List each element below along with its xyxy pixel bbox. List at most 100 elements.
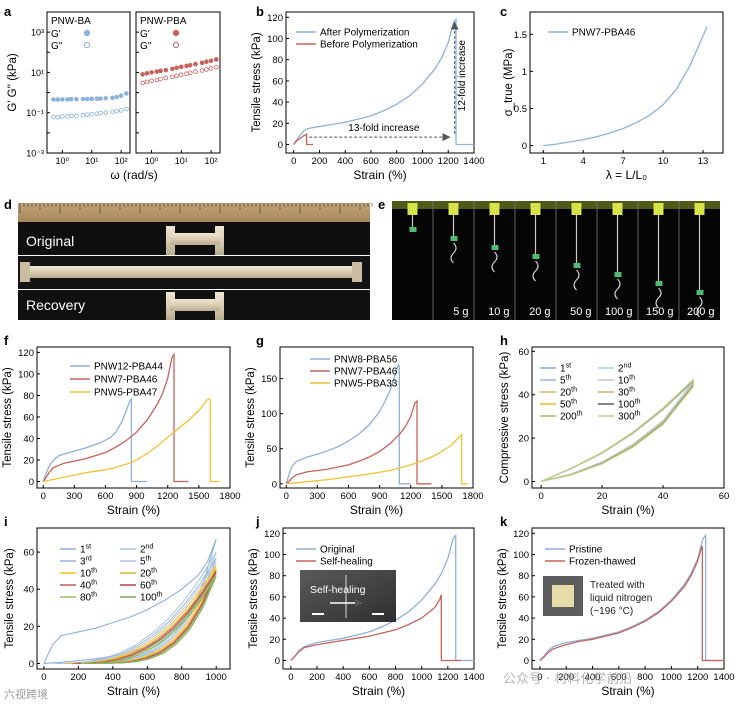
weight-label: 20 g bbox=[529, 306, 550, 318]
x-tick-label: 800 bbox=[637, 672, 653, 683]
panel-letter-b: b bbox=[256, 4, 264, 19]
chart-c: 1 4 7 10 13 0 0.5 1 1.5 λ = L/L₀ σ_true (MPa) PNW7-… bbox=[503, 11, 724, 182]
y-tick-label: 0 bbox=[275, 656, 280, 667]
plot-frame bbox=[46, 11, 131, 154]
panel-letter-a: a bbox=[4, 4, 12, 19]
plot-frame bbox=[135, 11, 221, 154]
series-line-pnw12-pba44 bbox=[42, 396, 147, 483]
cycle-loop-100th bbox=[84, 575, 217, 664]
data-point bbox=[84, 112, 90, 117]
data-point bbox=[103, 110, 109, 116]
x-tick-label: 300 bbox=[66, 491, 82, 502]
legend-label: Pristine bbox=[569, 545, 603, 556]
data-point bbox=[154, 69, 160, 74]
data-point bbox=[158, 76, 163, 82]
chart-j: 0 200 400 600 800 1000 1200 1400 0 20 40 60 80 100 120… bbox=[248, 527, 485, 698]
x-tick-label: 0 bbox=[538, 491, 543, 502]
plot-frame bbox=[531, 346, 725, 489]
series-line-pnw7-pba46 bbox=[285, 399, 432, 485]
panel-letter-i: i bbox=[4, 514, 8, 529]
legend-marker bbox=[83, 41, 91, 49]
tag bbox=[491, 245, 499, 250]
panel-letter-k: k bbox=[500, 514, 508, 529]
data-point bbox=[178, 72, 184, 78]
data-point bbox=[74, 113, 79, 119]
legend-label: PNW7-PBA46 bbox=[572, 28, 636, 39]
legend-label: 200th bbox=[560, 411, 583, 423]
legend-label: Original bbox=[320, 545, 354, 556]
panel-e-photos: 5 g 10 g 20 g 50 g 100 g 150 g 200 g bbox=[392, 201, 720, 320]
x-axis-label: ω (rad/s) bbox=[110, 168, 157, 182]
y-tick-label: 40 bbox=[269, 614, 280, 625]
legend-label: G' bbox=[51, 29, 61, 40]
y-tick-label: 20 bbox=[23, 456, 34, 467]
watermark-right: 公众号 · 材料化学前沿 bbox=[503, 672, 633, 687]
data-point bbox=[213, 64, 219, 70]
x-axis-label: λ = L/L₀ bbox=[606, 168, 647, 182]
data-point bbox=[124, 91, 129, 96]
tag bbox=[573, 263, 581, 268]
y-tick-label: 0 bbox=[278, 140, 283, 151]
clip bbox=[530, 203, 541, 215]
data-point bbox=[154, 77, 160, 83]
x-tick-label: 1400 bbox=[463, 672, 484, 683]
data-point bbox=[158, 68, 163, 74]
weight-columns: 5 g 10 g 20 g 50 g 100 g 150 g 200 g bbox=[407, 201, 715, 320]
data-point bbox=[98, 96, 103, 101]
data-point bbox=[74, 96, 79, 102]
legend-label: 1st bbox=[80, 544, 91, 556]
x-tick-label: 1200 bbox=[400, 491, 421, 502]
y-axis-label: Tensile stress (kPa) bbox=[4, 548, 16, 649]
legend-label: 300th bbox=[618, 411, 641, 423]
panel-letter-c: c bbox=[500, 4, 507, 19]
x-tick-label: 200 bbox=[309, 672, 325, 683]
panel-d-photos: Original Recovery bbox=[18, 203, 373, 320]
data-point bbox=[51, 97, 56, 102]
ruler-ticks bbox=[19, 203, 373, 213]
y-tick-label: 20 bbox=[518, 635, 529, 646]
weight-label: 150 g bbox=[646, 306, 674, 318]
data-point bbox=[114, 108, 119, 114]
y-tick-label: 60 bbox=[23, 412, 34, 423]
x-tick-label: 10¹ bbox=[85, 156, 98, 166]
y-axis-label: Compressive stress (kPa) bbox=[499, 352, 511, 484]
plot-frame bbox=[531, 527, 725, 670]
hook bbox=[491, 251, 498, 273]
legend-label: 20th bbox=[140, 568, 157, 580]
x-tick-label: 1400 bbox=[463, 156, 484, 167]
legend-label: 10th bbox=[618, 375, 635, 387]
y-tick-label: 100 bbox=[18, 369, 34, 380]
series-line-original bbox=[290, 533, 474, 662]
legend-label: 30th bbox=[618, 387, 635, 399]
clip bbox=[653, 203, 664, 215]
data-point bbox=[51, 114, 56, 120]
data-point bbox=[199, 68, 205, 73]
legend-label: 1st bbox=[560, 363, 571, 375]
y-tick-label: 60 bbox=[518, 592, 529, 603]
clip bbox=[407, 203, 418, 215]
data-point bbox=[144, 79, 150, 85]
weight-label: 50 g bbox=[570, 306, 591, 318]
series-line-pnw7-pba46 bbox=[543, 26, 708, 147]
legend-label: Before Polymerization bbox=[320, 40, 418, 51]
data-point bbox=[140, 72, 145, 77]
y-tick-label: 20 bbox=[23, 622, 34, 633]
data-point bbox=[178, 64, 184, 70]
data-point bbox=[187, 62, 193, 68]
x-tick-label: 1500 bbox=[188, 491, 209, 502]
y-tick-label: 60 bbox=[272, 76, 283, 87]
x-tick-label: 0 bbox=[41, 672, 46, 683]
x-tick-label: 0 bbox=[284, 491, 289, 502]
data-point bbox=[184, 63, 189, 69]
y-axis-label: Tensile stress (kPa) bbox=[245, 367, 257, 468]
x-tick-label: 400 bbox=[585, 672, 601, 683]
x-tick-label: 10⁰ bbox=[145, 156, 159, 166]
end-right bbox=[352, 262, 362, 282]
data-point bbox=[94, 111, 100, 116]
legend-label: 40th bbox=[80, 580, 97, 592]
weight-label: 200 g bbox=[687, 306, 715, 318]
series-line-pnw7-pba46 bbox=[42, 352, 189, 483]
legend-label: PNW5-PBA47 bbox=[94, 388, 158, 399]
